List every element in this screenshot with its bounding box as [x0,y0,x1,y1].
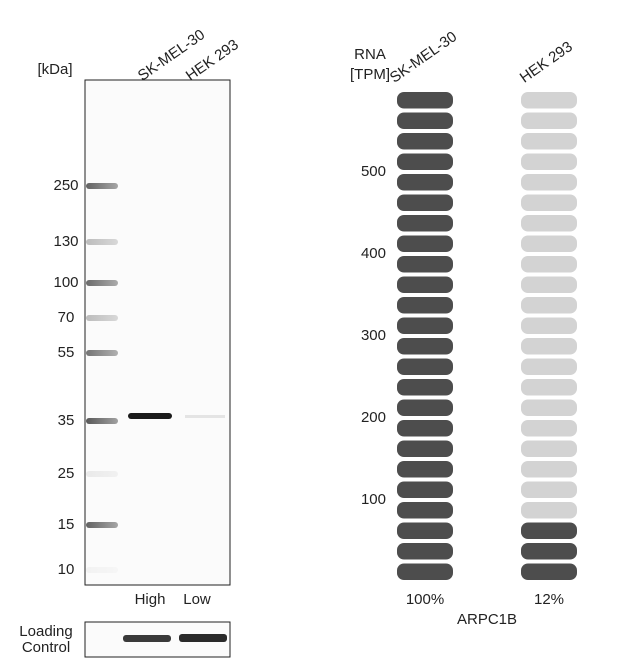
rna-label: RNA [354,46,386,63]
pill [521,338,577,355]
pill [521,194,577,211]
ladder-band [86,522,118,528]
pill [521,522,577,539]
y-tick-label: 300 [361,327,386,344]
marker-label: 55 [58,344,75,361]
pill [521,256,577,273]
pill [397,153,453,170]
pill [521,112,577,129]
pill [397,502,453,519]
ladder-band [86,567,118,573]
loading-label: Control [22,639,70,656]
pill [397,215,453,232]
pill [397,379,453,396]
marker-label: 15 [58,516,75,533]
pill [521,215,577,232]
pill [521,502,577,519]
marker-label: 25 [58,465,75,482]
sample-band [128,413,172,419]
ladder-band [86,418,118,424]
unit-label: [kDa] [37,61,72,78]
pill [521,563,577,580]
rna-label: [TPM] [350,66,390,83]
value-label: 100% [406,591,444,608]
loading-band [123,635,171,642]
pill [397,543,453,560]
pill [521,440,577,457]
value-label: 12% [534,591,564,608]
marker-label: 70 [58,309,75,326]
y-tick-label: 400 [361,245,386,262]
pill [397,338,453,355]
pill [521,133,577,150]
pill [397,235,453,252]
pill [521,235,577,252]
pill [397,174,453,191]
pill [521,276,577,293]
pill [521,153,577,170]
y-tick-label: 500 [361,163,386,180]
pill [397,461,453,478]
sample-band [185,415,225,418]
loading-label: Loading [19,623,72,640]
pill [521,399,577,416]
pill [397,358,453,375]
pill [397,256,453,273]
pill [521,461,577,478]
pill [397,317,453,334]
ladder-band [86,280,118,286]
pill [397,133,453,150]
pill [397,276,453,293]
pill [521,379,577,396]
pill [521,174,577,191]
pill-column [521,92,577,580]
pill [397,297,453,314]
cell-line-label: SK-MEL-30 [387,28,460,86]
pill [397,92,453,109]
pill [397,399,453,416]
pill [521,481,577,498]
pill [521,358,577,375]
pill [521,297,577,314]
pill [397,440,453,457]
y-tick-label: 200 [361,409,386,426]
marker-label: 130 [53,233,78,250]
ladder-band [86,471,118,477]
pill [397,522,453,539]
blot-frame [84,79,231,586]
marker-label: 100 [53,274,78,291]
marker-label: 35 [58,412,75,429]
cell-line-label: HEK 293 [517,38,576,86]
pill [521,543,577,560]
loading-band [179,634,227,642]
y-tick-label: 100 [361,491,386,508]
pill [397,481,453,498]
marker-label: 10 [58,561,75,578]
gene-label: ARPC1B [457,611,517,628]
pill [521,92,577,109]
pill [397,194,453,211]
ladder-band [86,315,118,321]
marker-label: 250 [53,177,78,194]
level-label: High [135,591,166,608]
pill [397,563,453,580]
ladder-band [86,350,118,356]
pill [521,420,577,437]
pill-column [397,92,453,580]
pill [397,112,453,129]
level-label: Low [183,591,211,608]
ladder-band [86,183,118,189]
ladder-band [86,239,118,245]
pill [521,317,577,334]
pill [397,420,453,437]
